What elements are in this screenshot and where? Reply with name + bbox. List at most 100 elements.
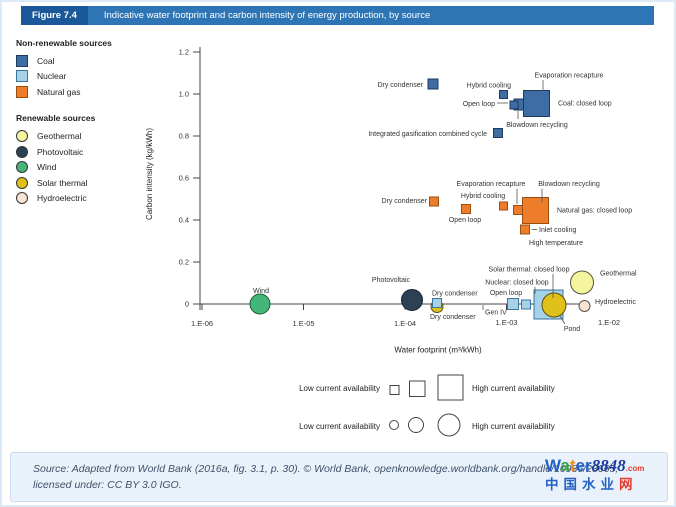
gas-closed-loop-label: Natural gas: closed loop — [557, 208, 632, 215]
wind-label: Wind — [253, 288, 269, 295]
watermark-cn-char: 水 — [582, 477, 601, 492]
nuclear-open-loop-label: Open loop — [490, 290, 522, 297]
scatter-plot: 1.2 1.0 0.8 0.6 0.4 0.2 0 1.E-06 1.E-05 … — [145, 47, 637, 437]
nuclear-gen-iv-label: Gen IV — [485, 310, 507, 317]
size-legend-square-low-label: Low current availability — [299, 384, 380, 393]
x-tick-label: 1.E-04 — [394, 319, 416, 328]
coal-open-loop-marker — [509, 100, 519, 110]
geothermal-swatch — [16, 130, 28, 143]
gas-hybrid-cooling-marker — [499, 201, 508, 211]
solar-thermal-swatch — [16, 176, 28, 189]
solar-pond-label: Pond — [564, 326, 580, 333]
watermark-number: 8848 — [591, 456, 626, 475]
watermark-chinese: 中国水业网 — [545, 477, 674, 492]
figure-header: Figure 7.4 Indicative water footprint an… — [21, 6, 654, 25]
gas-evaporation-recapture-marker — [513, 205, 523, 215]
watermark: Water8848.com 中国水业网 — [545, 456, 674, 492]
watermark-brand: Water8848.com — [545, 456, 674, 475]
legend-item-geothermal: Geothermal — [16, 129, 181, 145]
gas-open-loop-marker — [461, 204, 471, 214]
y-axis-title: Carbon intensity (kg/kWh) — [145, 128, 154, 220]
legend-item-wind: Wind — [16, 160, 181, 176]
y-tick-label: 1.0 — [179, 90, 189, 99]
geothermal-label: Geothermal — [600, 271, 637, 278]
nuclear-open-loop-marker — [507, 298, 519, 310]
wind-swatch — [16, 161, 28, 174]
size-legend-square-medium — [409, 380, 426, 397]
gas-high-temperature-label: High temperature — [529, 240, 583, 247]
coal-dry-condenser-marker — [427, 78, 439, 90]
gas-open-loop-label: Open loop — [449, 217, 481, 224]
size-legend-square-small — [389, 385, 400, 395]
source-text-line2: licensed under: CC BY 3.0 IGO. — [33, 478, 182, 491]
solar-dry-condenser-label: Dry condenser — [430, 314, 476, 321]
y-tick-label: 0.6 — [179, 174, 189, 183]
nuclear-dry-condenser-label: Dry condenser — [432, 291, 478, 298]
y-tick-label: 0.2 — [179, 258, 189, 267]
legend-label: Solar thermal — [37, 177, 88, 188]
y-tick-label: 0 — [185, 300, 189, 309]
series-legend: Non-renewable sources Coal Nuclear Natur… — [16, 38, 181, 206]
solar-closed-loop-marker — [541, 292, 567, 318]
x-tick-label: 1.E-03 — [495, 318, 517, 327]
size-legend-square-large — [437, 374, 464, 401]
watermark-letter: a — [560, 456, 570, 475]
gas-inlet-cooling-marker — [520, 224, 530, 235]
natural-gas-swatch — [16, 85, 28, 98]
solar-closed-loop-label: Solar thermal: closed loop — [489, 267, 570, 274]
legend-label: Photovoltaic — [37, 146, 84, 157]
x-tick-label: 1.E-05 — [292, 319, 314, 328]
coal-hybrid-cooling-label: Hybrid cooling — [467, 83, 511, 90]
geothermal-marker — [570, 270, 594, 295]
size-legend-circle-small — [389, 420, 399, 430]
figure-title: Indicative water footprint and carbon in… — [87, 6, 654, 25]
y-tick-label: 0.8 — [179, 132, 189, 141]
legend-item-coal: Coal — [16, 53, 181, 69]
x-tick-label: 1.E-02 — [598, 318, 620, 327]
nuclear-swatch — [16, 70, 28, 83]
size-legend-square-high-label: High current availability — [472, 384, 555, 393]
hydroelectric-marker — [578, 300, 591, 312]
source-panel: Source: Adapted from World Bank (2016a, … — [10, 452, 668, 502]
watermark-cn-char: 业 — [600, 477, 619, 492]
size-legend-circle-large — [437, 413, 461, 437]
watermark-letter: r — [585, 456, 592, 475]
watermark-letter: t — [569, 456, 576, 475]
watermark-letter: e — [575, 456, 586, 475]
gas-inlet-cooling-label: Inlet cooling — [539, 227, 576, 234]
legend-label: Nuclear — [37, 71, 67, 82]
leader-line — [559, 315, 566, 325]
legend-label: Coal — [37, 55, 55, 66]
size-legend-circle-low-label: Low current availability — [299, 422, 380, 431]
legend-item-nuclear: Nuclear — [16, 69, 181, 85]
gas-evaporation-recapture-label: Evaporation recapture — [457, 181, 526, 188]
legend-title-nonrenewable: Non-renewable sources — [16, 38, 112, 48]
photovoltaic-label: Photovoltaic — [372, 277, 411, 284]
watermark-cn-char: 网 — [619, 477, 638, 492]
coal-closed-loop-label: Coal: closed loop — [558, 101, 612, 108]
coal-closed-loop-marker — [523, 90, 550, 117]
gas-blowdown-recycling-label: Blowdown recycling — [538, 181, 600, 188]
y-tick-label: 1.2 — [179, 48, 189, 57]
coal-dry-condenser-label: Dry condenser — [377, 82, 423, 89]
legend-label: Natural gas — [37, 86, 81, 97]
gas-dry-condenser-label: Dry condenser — [381, 198, 427, 205]
hydroelectric-label: Hydroelectric — [595, 299, 636, 306]
coal-igcc-marker — [493, 128, 503, 138]
watermark-cn-char: 国 — [563, 477, 582, 492]
legend-item-photovoltaic: Photovoltaic — [16, 144, 181, 160]
gas-closed-loop-marker — [522, 197, 549, 224]
watermark-tld: .com — [625, 464, 645, 473]
legend-title-renewable: Renewable sources — [16, 112, 96, 123]
figure-number-badge: Figure 7.4 — [21, 6, 88, 25]
legend-label: Hydroelectric — [37, 193, 87, 204]
coal-blowdown-recycling-label: Blowdown recycling — [506, 122, 568, 129]
legend-item-hydroelectric: Hydroelectric — [16, 191, 181, 207]
x-axis-title: Water footprint (m³/kWh) — [394, 346, 482, 355]
legend-label: Geothermal — [37, 131, 82, 142]
x-tick-label: 1.E-06 — [191, 319, 213, 328]
legend-item-natural-gas: Natural gas — [16, 84, 181, 100]
coal-evaporation-recapture-label: Evaporation recapture — [535, 73, 604, 80]
legend-label: Wind — [37, 162, 57, 173]
hydroelectric-swatch — [16, 192, 28, 205]
